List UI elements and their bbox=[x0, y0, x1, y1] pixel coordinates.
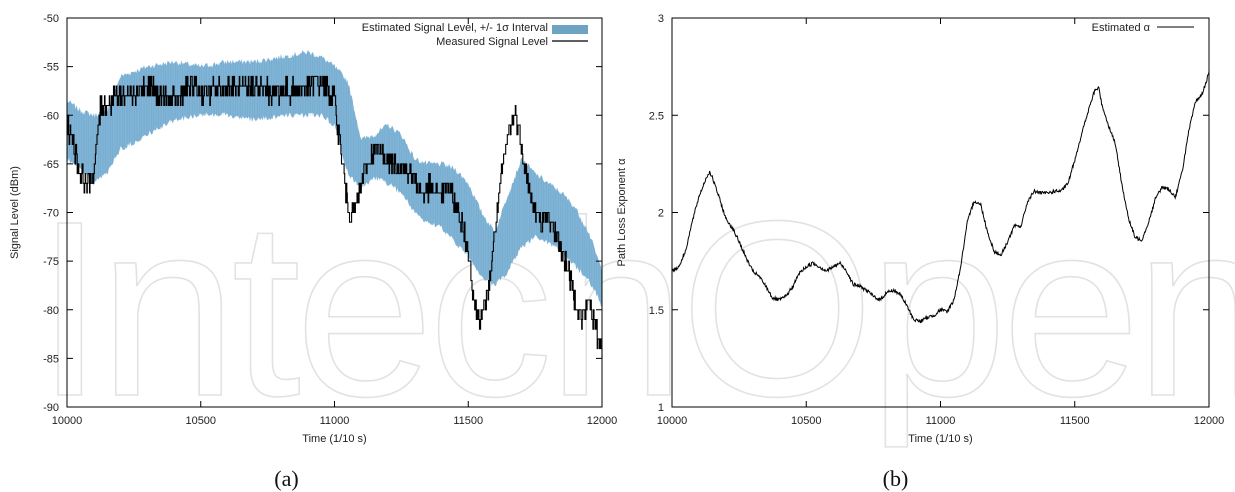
panel-a-caption: (a) bbox=[274, 466, 298, 491]
legend-label-measured: Measured Signal Level bbox=[436, 36, 548, 48]
legend-label-alpha: Estimated α bbox=[1092, 22, 1151, 34]
y-tick-label: -60 bbox=[43, 110, 59, 122]
panel-b-caption: (b) bbox=[883, 466, 909, 491]
measured-signal-line bbox=[66, 75, 603, 359]
x-tick-label: 10500 bbox=[185, 415, 216, 427]
x-tick-label: 12000 bbox=[1194, 415, 1225, 427]
x-tick-label: 10000 bbox=[657, 415, 688, 427]
panel-a-legend: Estimated Signal Level, +/- 1σ Interval M… bbox=[362, 22, 588, 48]
y-tick-label: -70 bbox=[43, 208, 59, 220]
sigma-interval-hatch bbox=[66, 52, 602, 304]
y-tick-label: -90 bbox=[43, 402, 59, 414]
y-tick-label: 2.5 bbox=[649, 110, 664, 122]
panel-a-axes: 10000 10500 11000 11500 12000 -50 -55 -60 -65 -70… bbox=[43, 13, 617, 427]
panel-b-plot-area bbox=[671, 71, 1210, 324]
x-tick-label: 11500 bbox=[453, 415, 483, 427]
estimated-alpha-line bbox=[671, 71, 1210, 324]
legend-label-band: Estimated Signal Level, +/- 1σ Interval bbox=[362, 22, 548, 34]
x-tick-label: 11000 bbox=[320, 415, 350, 427]
x-tick-label: 10000 bbox=[52, 415, 83, 427]
x-tick-label: 11500 bbox=[1060, 415, 1090, 427]
x-tick-label: 12000 bbox=[587, 415, 618, 427]
y-tick-label: -80 bbox=[43, 305, 59, 317]
panel-a-plot-area bbox=[66, 50, 603, 359]
panel-a-x-axis-label: Time (1/10 s) bbox=[302, 433, 366, 445]
watermark: IntechOpen bbox=[35, 169, 1235, 448]
y-tick-label: 1 bbox=[658, 402, 664, 414]
panel-b-legend: Estimated α bbox=[1092, 22, 1194, 34]
y-tick-label: -65 bbox=[43, 159, 59, 171]
panel-b-x-axis-label: Time (1/10 s) bbox=[908, 433, 972, 445]
panel-b-path-loss-chart: 10000 10500 11000 11500 12000 1 1.5 2 2.5 3 Estim… bbox=[616, 13, 1224, 491]
x-tick-label: 11000 bbox=[926, 415, 956, 427]
x-tick-label: 10500 bbox=[791, 415, 822, 427]
y-tick-label: -55 bbox=[43, 62, 59, 74]
y-tick-label: -50 bbox=[43, 13, 59, 25]
legend-swatch-band bbox=[552, 25, 588, 34]
panel-b-y-axis-label: Path Loss Exponent α bbox=[616, 158, 628, 267]
y-tick-label: 1.5 bbox=[649, 305, 664, 317]
panel-a-y-axis-label: Signal Level (dBm) bbox=[9, 166, 21, 259]
y-tick-label: 3 bbox=[658, 13, 664, 25]
panel-b-axes: 10000 10500 11000 11500 12000 1 1.5 2 2.5 3 bbox=[649, 13, 1225, 427]
y-tick-label: -75 bbox=[43, 256, 59, 268]
y-tick-label: 2 bbox=[658, 208, 664, 220]
y-tick-label: -85 bbox=[43, 353, 59, 365]
panel-a-signal-level-chart: 10000 10500 11000 11500 12000 -50 -55 -60 -65 -70… bbox=[9, 13, 617, 491]
